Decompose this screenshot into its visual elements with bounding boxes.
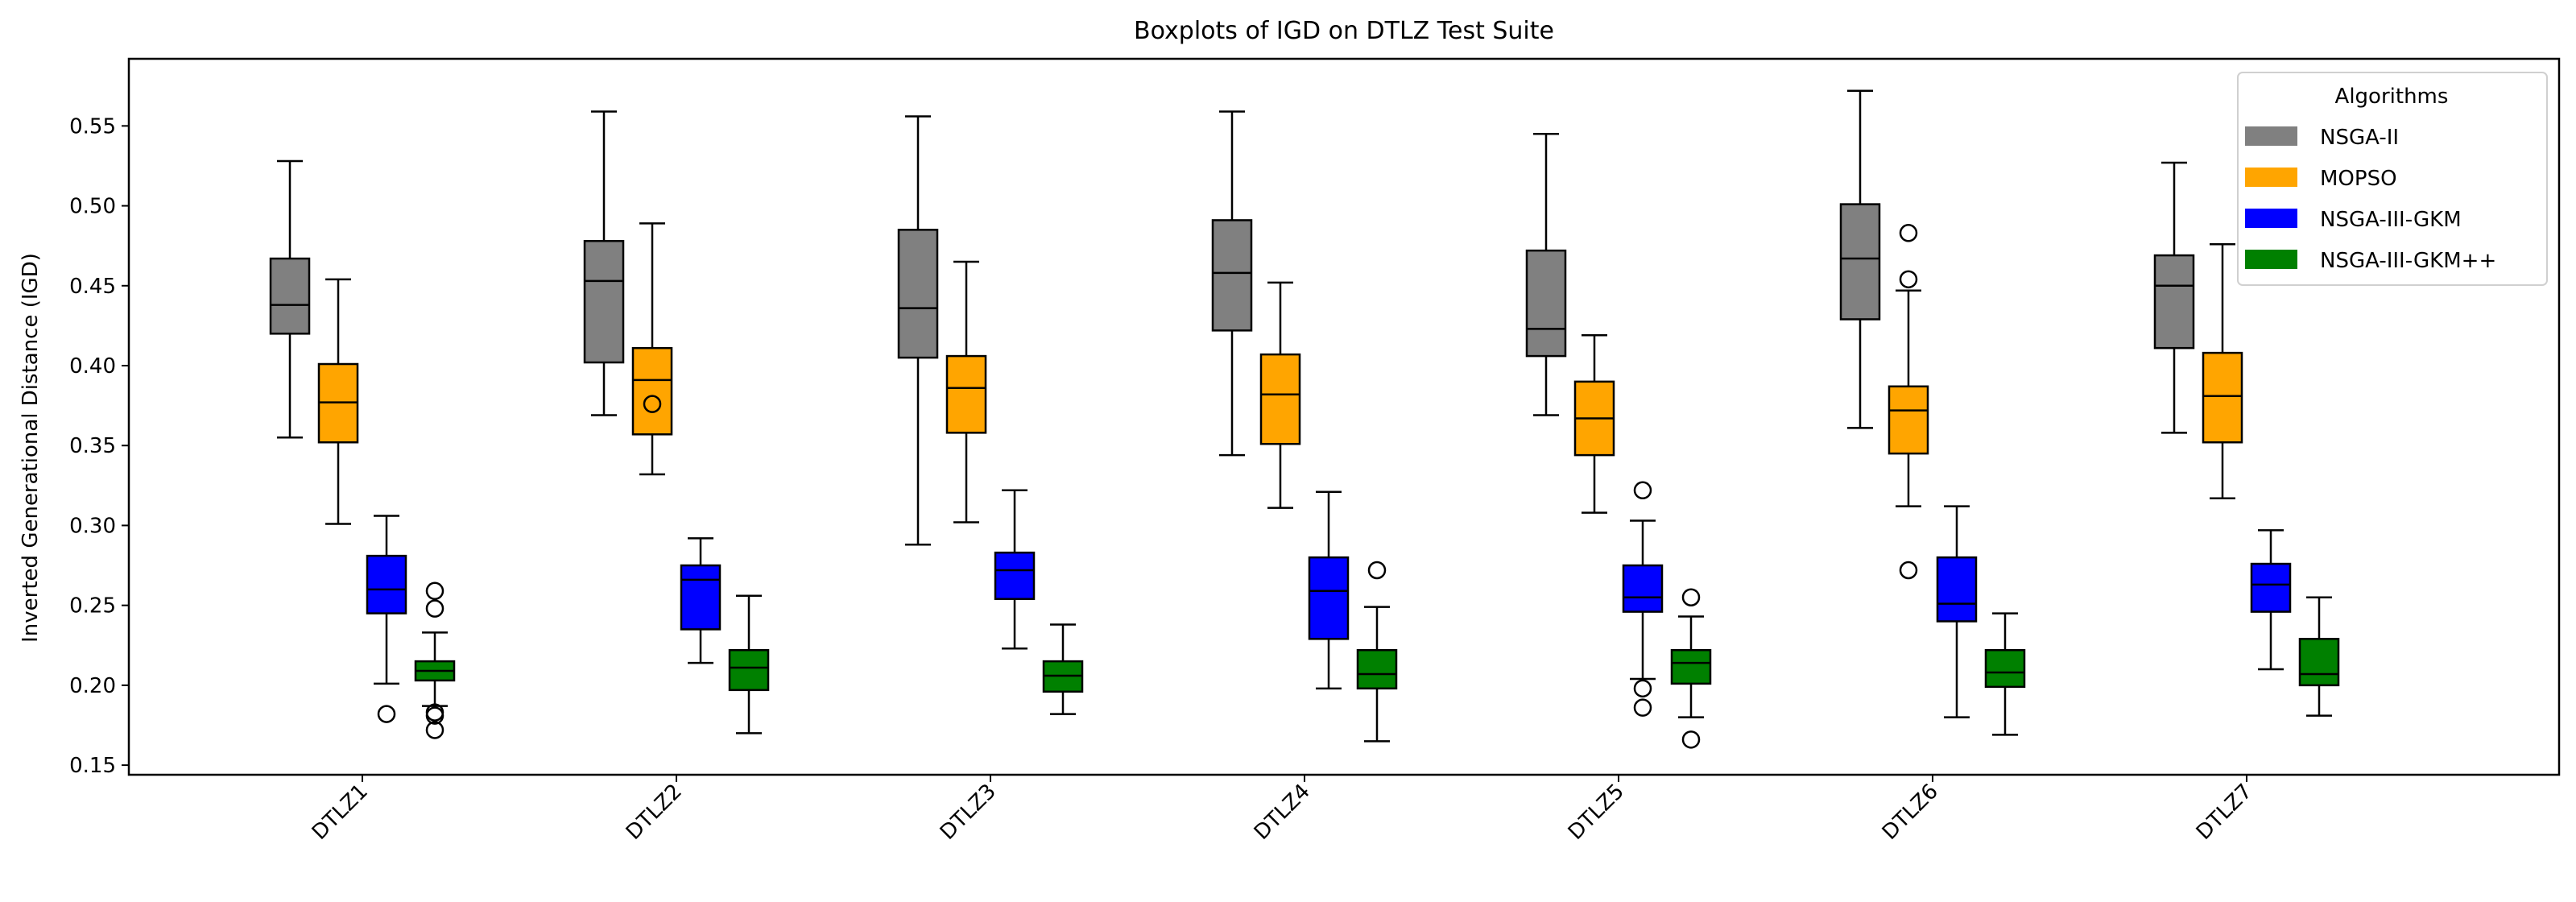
box-iqr [2298,638,2340,687]
x-tick-label: DTLZ6 [1878,780,1943,845]
box-iqr [1525,249,1567,358]
box-iqr [1888,385,1929,455]
y-tick-label: 0.55 [69,114,116,139]
plot-marks [269,89,2340,749]
y-tick-label: 0.50 [69,195,116,219]
x-tick-label: DTLZ7 [2192,780,2257,845]
box-DTLZ4-MOPSO [1259,281,1301,509]
box-iqr [366,554,407,614]
box-iqr [1984,648,2026,689]
box-DTLZ5-MOPSO [1573,334,1615,514]
legend-swatch-NSGA-III-GKM [2245,209,2297,228]
outlier-point [377,705,396,723]
legend-label: NSGA-II [2320,126,2399,150]
box-DTLZ5-NSGA-III-GKM [1622,481,1664,717]
box-DTLZ3-NSGA-II [897,115,939,546]
box-iqr [2250,562,2292,613]
box-iqr [1622,564,1664,613]
box-DTLZ2-NSGA-II [583,110,625,416]
y-tick-label: 0.35 [69,434,116,458]
box-DTLZ3-NSGA-III-GKM [994,489,1036,650]
box-DTLZ6-MOPSO [1888,224,1929,580]
box-iqr [269,257,311,335]
box-DTLZ2-NSGA-III-GKM++ [728,594,770,734]
outlier-point [425,581,444,601]
box-DTLZ1-MOPSO [317,278,359,525]
box-iqr [1839,203,1881,321]
box-DTLZ4-NSGA-III-GKM [1308,490,1350,690]
box-iqr [680,564,722,631]
legend-label: NSGA-III-GKM [2320,208,2462,232]
x-tick-label: DTLZ3 [936,780,1001,845]
box-DTLZ3-MOPSO [945,260,987,523]
plot-frame [127,57,2561,776]
outlier-point [425,599,444,618]
outlier-point [1633,679,1652,698]
box-iqr [1356,648,1398,690]
box-DTLZ3-NSGA-III-GKM++ [1042,623,1084,715]
outlier-point [1681,730,1701,749]
box-iqr [994,551,1036,600]
box-DTLZ6-NSGA-III-GKM [1936,505,1978,718]
box-iqr [1308,556,1350,640]
box-DTLZ1-NSGA-III-GKM++ [414,581,456,739]
box-DTLZ1-NSGA-III-GKM [366,515,407,723]
outlier-point [1899,561,1918,580]
box-iqr [1670,648,1712,685]
box-DTLZ5-NSGA-II [1525,133,1567,416]
box-iqr [631,346,673,436]
outlier-point [643,395,662,413]
x-tick-label: DTLZ4 [1250,780,1315,845]
outlier-point [1367,561,1387,580]
box-DTLZ7-NSGA-II [2153,161,2195,434]
box-DTLZ7-NSGA-III-GKM++ [2298,596,2340,717]
x-tick-label: DTLZ2 [622,780,687,845]
box-DTLZ4-NSGA-II [1211,110,1253,457]
chart-title: Boxplots of IGD on DTLZ Test Suite [1134,17,1554,45]
box-DTLZ7-MOPSO [2202,242,2243,499]
legend-swatch-NSGA-III-GKM++ [2245,250,2297,269]
legend-frame [2237,72,2548,286]
legend-swatch-NSGA-II [2245,126,2297,146]
y-tick-label: 0.45 [69,275,116,299]
outlier-point [1681,588,1701,606]
y-tick-label: 0.40 [69,354,116,379]
box-DTLZ5-NSGA-III-GKM++ [1670,588,1712,749]
y-tick-label: 0.20 [69,674,116,698]
y-tick-label: 0.25 [69,594,116,619]
box-iqr [2202,351,2243,444]
y-tick-label: 0.30 [69,514,116,538]
box-DTLZ7-NSGA-III-GKM [2250,529,2292,671]
outlier-point [1899,224,1918,242]
box-DTLZ1-NSGA-II [269,159,311,439]
box-DTLZ2-NSGA-III-GKM [680,537,722,664]
legend-swatch-MOPSO [2245,168,2297,187]
legend-label: MOPSO [2320,167,2397,191]
outlier-point [1899,270,1918,289]
box-iqr [1211,219,1253,332]
y-tick-label: 0.15 [69,754,116,778]
y-axis-label: Inverted Generational Distance (IGD) [19,253,43,643]
outlier-point [1633,481,1652,500]
legend-label: NSGA-III-GKM++ [2320,249,2496,273]
box-iqr [897,229,939,359]
box-DTLZ4-NSGA-III-GKM++ [1356,561,1398,743]
box-DTLZ6-NSGA-III-GKM++ [1984,612,2026,736]
x-tick-label: DTLZ1 [308,780,373,845]
box-iqr [1259,353,1301,445]
box-DTLZ6-NSGA-II [1839,89,1881,429]
box-iqr [2153,254,2195,350]
x-tick-label: DTLZ5 [1564,780,1629,845]
box-iqr [1936,556,1978,623]
box-iqr [728,648,770,692]
box-iqr [945,354,987,434]
outlier-point [1633,698,1652,717]
legend-title: Algorithms [2335,85,2449,109]
box-DTLZ2-MOPSO [631,222,673,476]
outlier-point [425,721,444,739]
box-iqr [583,239,625,364]
legend: Algorithms NSGA-II MOPSO NSGA-III-GKM NSGA-… [2237,72,2548,286]
outlier-point [425,706,444,725]
